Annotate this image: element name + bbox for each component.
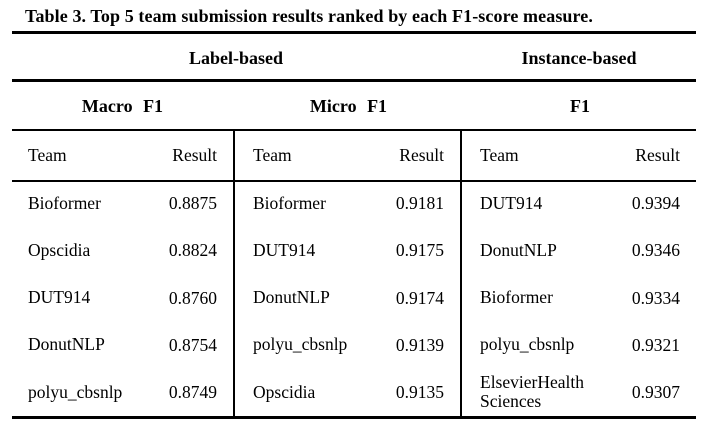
result-cell: 0.9139 (395, 334, 444, 355)
table-row: DUT914 0.8760 (12, 274, 233, 321)
column-header-result: Result (172, 145, 217, 165)
team-cell: DonutNLP (253, 287, 330, 308)
panel-divider-2 (460, 129, 462, 419)
column-header-row: Team Result (464, 131, 696, 180)
team-cell: polyu_cbsnlp (28, 381, 123, 402)
result-cell: 0.9307 (631, 381, 680, 402)
table-row: polyu_cbsnlp 0.9139 (237, 322, 460, 369)
table-row: polyu_cbsnlp 0.8749 (12, 369, 233, 416)
column-header-result: Result (399, 145, 444, 165)
measure-header-micro-f1: Micro F1 (309, 96, 388, 116)
column-header-team: Team (253, 144, 292, 165)
measure-header-instance-f1: F1 (570, 96, 590, 116)
column-header-result: Result (635, 145, 680, 165)
table-row: Opscidia 0.9135 (237, 369, 460, 416)
panel-rows: Bioformer 0.8875 Opscidia 0.8824 DUT914 … (12, 180, 233, 416)
table-caption: Table 3. Top 5 team submission results r… (25, 6, 593, 26)
table-row: Bioformer 0.9181 (237, 180, 460, 227)
group-header-instance-based: Instance-based (521, 48, 637, 68)
measure-header-macro-f1: Macro F1 (81, 96, 164, 116)
result-cell: 0.9175 (395, 240, 444, 261)
column-header-team: Team (480, 144, 519, 165)
panel-rows: Bioformer 0.9181 DUT914 0.9175 DonutNLP … (237, 180, 460, 416)
result-cell: 0.9181 (395, 193, 444, 214)
table-row: DonutNLP 0.8754 (12, 322, 233, 369)
table-row: DUT914 0.9394 (464, 180, 696, 227)
team-cell: DUT914 (480, 192, 543, 213)
team-cell: DonutNLP (28, 334, 105, 355)
result-cell: 0.9346 (631, 240, 680, 261)
column-header-team: Team (28, 144, 67, 165)
team-cell: DUT914 (28, 287, 91, 308)
table-row: DonutNLP 0.9174 (237, 274, 460, 321)
result-cell: 0.9135 (395, 381, 444, 402)
result-cell: 0.9174 (395, 287, 444, 308)
result-cell: 0.9394 (631, 193, 680, 214)
table-row: DUT914 0.9175 (237, 227, 460, 274)
result-cell: 0.8749 (168, 381, 217, 402)
result-cell: 0.8754 (168, 334, 217, 355)
group-header-rule (12, 79, 696, 82)
top-rule (12, 31, 696, 34)
team-cell: Opscidia (253, 381, 316, 402)
panel-macro-f1: Team Result Bioformer 0.8875 Opscidia 0.… (12, 131, 233, 416)
team-cell: Bioformer (480, 287, 553, 308)
panel-divider-1 (233, 129, 235, 419)
column-header-row: Team Result (237, 131, 460, 180)
measure-header-rule (12, 129, 696, 131)
bottom-rule (12, 416, 696, 419)
team-cell: Bioformer (28, 192, 101, 213)
table-row: Bioformer 0.9334 (464, 274, 696, 321)
table-row: Opscidia 0.8824 (12, 227, 233, 274)
result-cell: 0.8760 (168, 287, 217, 308)
table-row: polyu_cbsnlp 0.9321 (464, 322, 696, 369)
result-cell: 0.9334 (631, 287, 680, 308)
result-cell: 0.8824 (168, 240, 217, 261)
group-header-label-based: Label-based (188, 48, 284, 68)
column-header-rule (12, 180, 696, 182)
team-cell: polyu_cbsnlp (253, 334, 348, 355)
team-cell: ElsevierHealth Sciences (480, 371, 584, 412)
team-cell: DonutNLP (480, 240, 557, 260)
table-row: DonutNLP 0.9346 (464, 227, 696, 274)
team-cell: DUT914 (253, 240, 316, 260)
table-row: ElsevierHealth Sciences 0.9307 (464, 369, 696, 416)
panel-rows: DUT914 0.9394 DonutNLP 0.9346 Bioformer … (464, 180, 696, 416)
team-cell: Opscidia (28, 240, 91, 260)
column-header-row: Team Result (12, 131, 233, 180)
table-row: Bioformer 0.8875 (12, 180, 233, 227)
panel-instance-f1: Team Result DUT914 0.9394 DonutNLP 0.934… (464, 131, 696, 416)
result-cell: 0.9321 (631, 334, 680, 355)
panel-micro-f1: Team Result Bioformer 0.9181 DUT914 0.91… (237, 131, 460, 416)
team-cell: polyu_cbsnlp (480, 334, 575, 355)
team-cell: Bioformer (253, 192, 326, 213)
result-cell: 0.8875 (168, 193, 217, 214)
